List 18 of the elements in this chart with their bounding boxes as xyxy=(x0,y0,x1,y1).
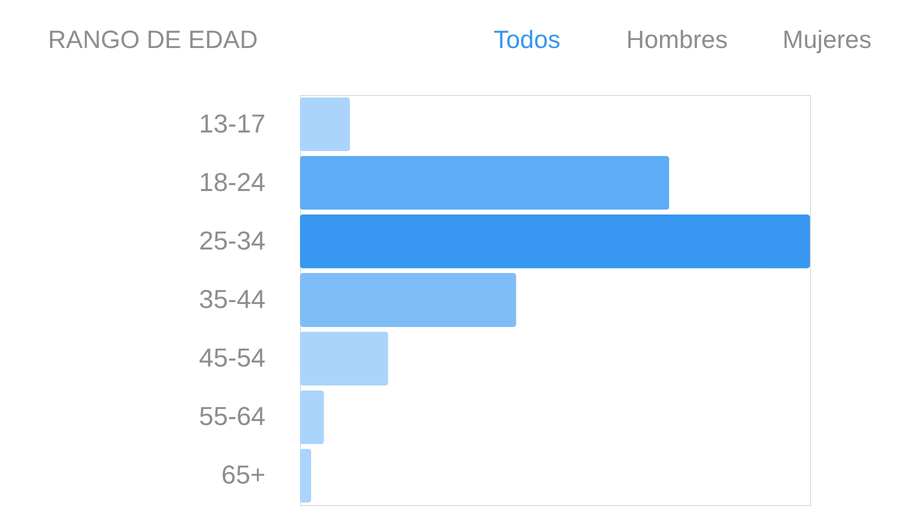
y-tick-label: 55-64 xyxy=(199,401,266,432)
chart-title: RANGO DE EDAD xyxy=(48,26,258,54)
bar xyxy=(300,332,388,386)
y-tick-label: 13-17 xyxy=(199,108,266,138)
bar xyxy=(300,97,350,152)
text: Hombres xyxy=(626,26,728,54)
y-tick-label: 25-34 xyxy=(199,225,266,256)
y-tick-label: 18-24 xyxy=(199,166,266,197)
bar xyxy=(300,214,810,268)
text: Mujeres xyxy=(782,26,872,54)
bar xyxy=(300,156,670,210)
bar xyxy=(300,448,312,503)
y-tick-label: 65+ xyxy=(221,460,266,490)
y-tick-label: 45-54 xyxy=(199,342,266,373)
text: Todos xyxy=(494,26,560,54)
y-tick-label: 35-44 xyxy=(199,284,266,314)
bar xyxy=(300,273,516,327)
bar xyxy=(300,390,324,444)
